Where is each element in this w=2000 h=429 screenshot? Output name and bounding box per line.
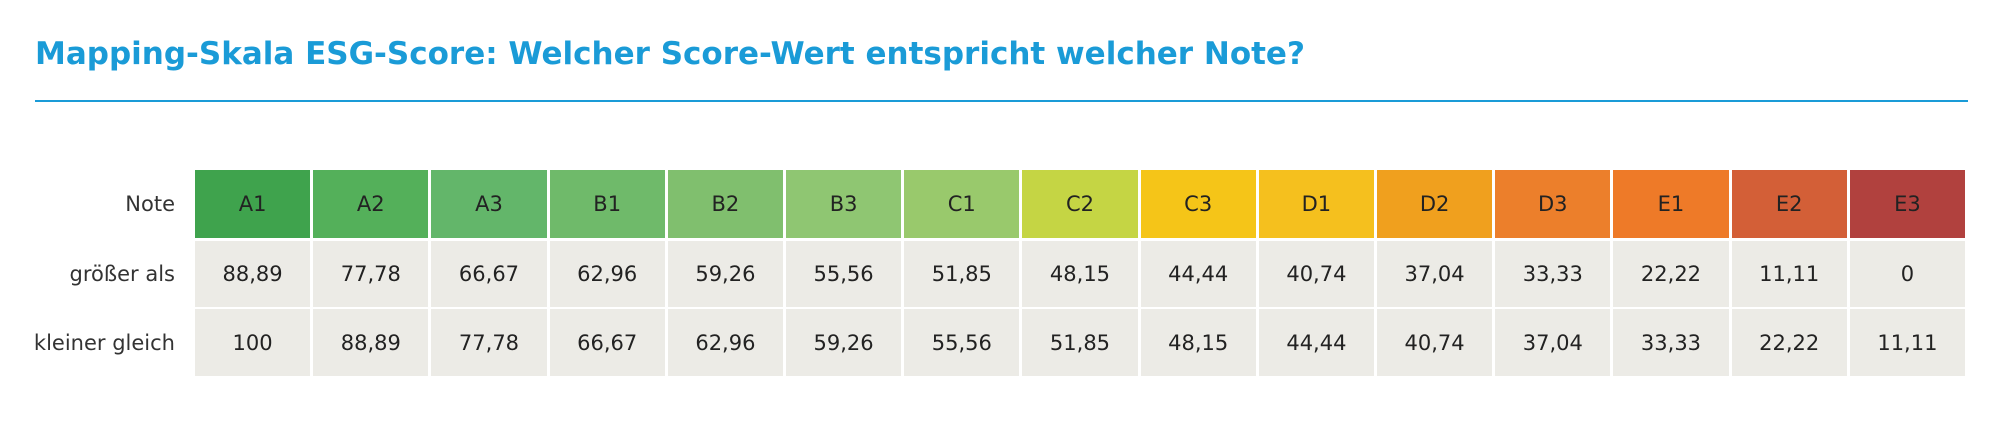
grade-cell: C2: [1022, 170, 1138, 238]
grade-cell: B1: [549, 170, 665, 238]
grade-cell: A1: [195, 170, 311, 238]
value-cell: 59,26: [786, 309, 902, 376]
value-cell: 40,74: [1377, 309, 1493, 376]
value-cell: 55,56: [786, 241, 902, 307]
grade-cell: A3: [431, 170, 547, 238]
value-cell: 51,85: [1022, 309, 1138, 376]
row-label: größer als: [69, 262, 175, 286]
grade-cell: E1: [1613, 170, 1729, 238]
value-cell: 22,22: [1731, 309, 1847, 376]
value-cell: 62,96: [667, 309, 783, 376]
value-cell: 88,89: [195, 241, 311, 307]
value-cell: 40,74: [1258, 241, 1374, 307]
grade-cell: C1: [904, 170, 1020, 238]
row-label: kleiner gleich: [33, 330, 175, 355]
value-cell: 88,89: [313, 309, 429, 376]
value-cell: 55,56: [904, 309, 1020, 376]
value-cell: 22,22: [1613, 241, 1729, 307]
value-cell: 66,67: [431, 241, 547, 307]
value-cell: 37,04: [1495, 309, 1611, 376]
title-rule: [35, 100, 1968, 102]
row-label: Note: [125, 192, 175, 216]
grade-cell: E3: [1849, 170, 1965, 238]
value-cell: 33,33: [1495, 241, 1611, 307]
value-cell: 100: [195, 309, 311, 376]
value-cell: 44,44: [1140, 241, 1256, 307]
grade-cell: E2: [1731, 170, 1847, 238]
value-cell: 51,85: [904, 241, 1020, 307]
grade-cell: B2: [667, 170, 783, 238]
value-cell: 77,78: [313, 241, 429, 307]
value-cell: 0: [1849, 241, 1965, 307]
value-cell: 44,44: [1258, 309, 1374, 376]
value-cell: 33,33: [1613, 309, 1729, 376]
value-cell: 48,15: [1140, 309, 1256, 376]
grade-cell: D3: [1495, 170, 1611, 238]
grade-cell: B3: [786, 170, 902, 238]
value-cell: 59,26: [667, 241, 783, 307]
value-cell: 62,96: [549, 241, 665, 307]
value-cell: 37,04: [1377, 241, 1493, 307]
grade-cell: C3: [1140, 170, 1256, 238]
grade-cell: D2: [1377, 170, 1493, 238]
value-cell: 48,15: [1022, 241, 1138, 307]
title: Mapping-Skala ESG-Score: Welcher Score-W…: [35, 36, 1305, 72]
value-cell: 66,67: [549, 309, 665, 376]
grade-cell: D1: [1258, 170, 1374, 238]
value-cell: 11,11: [1731, 241, 1847, 307]
value-cell: 11,11: [1849, 309, 1965, 376]
grade-cell: A2: [313, 170, 429, 238]
value-cell: 77,78: [431, 309, 547, 376]
